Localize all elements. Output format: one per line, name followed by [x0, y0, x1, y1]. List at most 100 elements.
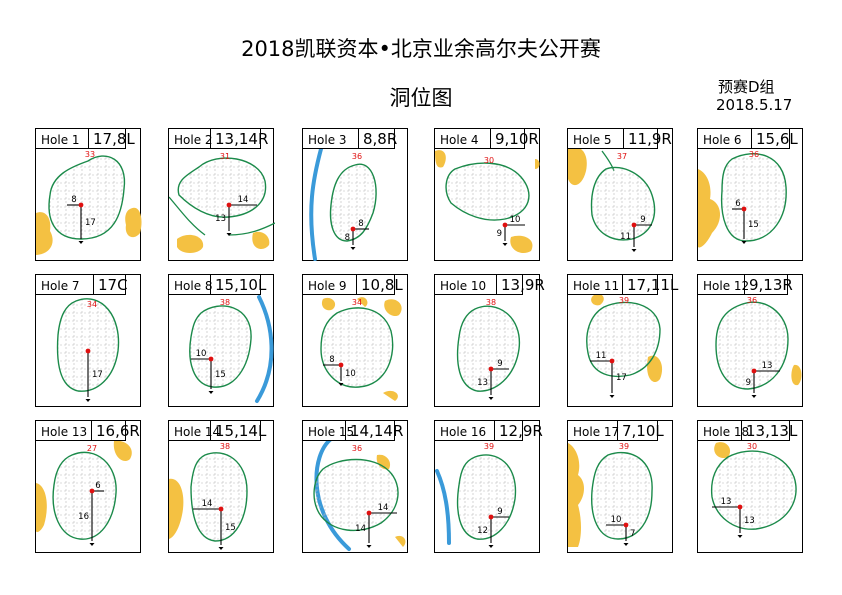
green-outline — [189, 305, 252, 388]
green-depth-label: 34 — [87, 300, 97, 309]
header-divider — [93, 275, 94, 294]
pin-position: 13,9R — [501, 276, 545, 294]
hole-card: 37 11 9 Hole 5 11,9R — [567, 128, 673, 261]
distance-from-front-label: 15 — [215, 370, 226, 380]
approach-marker — [502, 243, 508, 246]
approach-marker — [623, 543, 629, 546]
green-grid — [189, 305, 252, 388]
bunker-shape — [791, 364, 802, 386]
pin-dot — [350, 226, 356, 232]
distance-from-front-label: 11 — [620, 232, 631, 242]
pin-position: 9,10R — [495, 130, 539, 148]
hole-number: Hole 14 — [174, 425, 221, 439]
distance-from-front-label: 17 — [92, 370, 103, 380]
approach-marker — [737, 535, 743, 538]
bunker-shape — [169, 478, 184, 539]
pin-dot — [89, 488, 95, 494]
header-divider — [358, 129, 359, 148]
pin-dot — [488, 366, 494, 372]
hole-number: Hole 17 — [573, 425, 620, 439]
distance-from-edge-label: 11 — [596, 351, 607, 361]
hole-number: Hole 11 — [573, 279, 620, 293]
distance-from-front-label: 15 — [748, 220, 759, 230]
distance-from-edge-label: 8 — [71, 195, 76, 205]
hole-header: Hole 7 17C — [36, 275, 128, 295]
hole-number: Hole 16 — [440, 425, 487, 439]
green-outline — [715, 301, 789, 390]
pin-position: 8,8R — [363, 130, 398, 148]
green-grid — [49, 156, 125, 240]
distance-from-front-label: 10 — [345, 369, 356, 379]
distance-from-front-label: 8 — [345, 233, 350, 243]
green-outline — [52, 451, 117, 540]
date-label: 2018.5.17 — [716, 96, 793, 114]
bunker-shape — [321, 297, 336, 311]
distance-from-edge-label: 10 — [611, 515, 622, 525]
bunker-shape — [383, 390, 398, 401]
green-outline — [56, 298, 120, 392]
pin-position: 9,13R — [749, 276, 793, 294]
hole-card: 36 14 14 Hole 15 14,14R — [302, 420, 408, 553]
green-depth-label: 30 — [484, 156, 494, 165]
green-depth-label: 27 — [87, 444, 97, 453]
green-depth-label: 37 — [617, 152, 627, 161]
bunker-shape — [177, 234, 204, 253]
header-divider — [744, 275, 745, 294]
hole-card: 36 8 8 Hole 3 8,8R — [302, 128, 408, 261]
pin-dot — [78, 202, 84, 208]
green-depth-label: 38 — [220, 442, 230, 451]
pin-position: 17,11L — [627, 276, 679, 294]
green-outline — [720, 153, 787, 242]
distance-from-edge-label: 13 — [762, 361, 773, 371]
hole-number: Hole 9 — [308, 279, 347, 293]
hole-number: Hole 5 — [573, 133, 612, 147]
approach-marker — [338, 383, 344, 386]
header-divider — [91, 421, 92, 440]
distance-from-front-label: 7 — [630, 529, 635, 539]
bunker-shape — [535, 159, 540, 169]
distance-from-edge-label: 14 — [378, 503, 389, 513]
green-outline — [591, 451, 653, 540]
green-depth-label: 33 — [85, 150, 95, 159]
distance-from-edge-label: 8 — [329, 355, 334, 365]
pin-position: 7,10L — [622, 422, 664, 440]
bunker-shape — [647, 355, 663, 383]
pin-position: 16,6R — [96, 422, 140, 440]
pin-dot — [226, 202, 232, 208]
fringe-line — [228, 222, 275, 236]
green-depth-label: 30 — [747, 442, 757, 451]
green-diagram: 34 17 — [56, 298, 120, 402]
pin-dot — [488, 514, 494, 520]
green-grid — [591, 167, 655, 240]
hole-number: Hole 10 — [440, 279, 487, 293]
green-grid — [711, 451, 797, 530]
hole-card: 34 17 Hole 7 17C — [35, 274, 141, 407]
pin-dot — [366, 510, 372, 516]
bunker-shape — [714, 442, 731, 459]
bunker-shape — [113, 440, 132, 461]
approach-marker — [488, 397, 494, 400]
approach-marker — [488, 545, 494, 548]
green-diagram: 36 15 6 — [698, 150, 787, 248]
water-hazard — [309, 147, 323, 261]
hole-number: Hole 2 — [174, 133, 213, 147]
header-divider — [210, 129, 211, 148]
green-grid — [586, 302, 660, 377]
bunker-shape — [510, 235, 533, 254]
hole-header: Hole 1 17,8L — [36, 129, 135, 149]
approach-marker — [78, 241, 84, 244]
green-diagram: 34 10 8 — [320, 297, 402, 401]
bunker-shape — [591, 293, 604, 306]
hole-header: Hole 4 9,10R — [435, 129, 539, 149]
bunker-shape — [36, 212, 53, 255]
distance-from-front-label: 14 — [355, 524, 366, 534]
hole-card: 30 13 13 Hole 18 13,13L — [697, 420, 803, 553]
distance-from-front-label: 17 — [616, 373, 627, 383]
bunker-shape — [568, 147, 587, 186]
hole-card: 38 13 9 Hole 10 13,9R — [434, 274, 545, 407]
hole-card: 39 17 11 Hole 11 17,11L — [567, 274, 678, 407]
green-grid — [446, 163, 529, 221]
hole-header: Hole 3 8,8R — [303, 129, 398, 149]
green-diagram: 39 7 10 — [568, 442, 653, 547]
pin-dot — [751, 368, 757, 374]
